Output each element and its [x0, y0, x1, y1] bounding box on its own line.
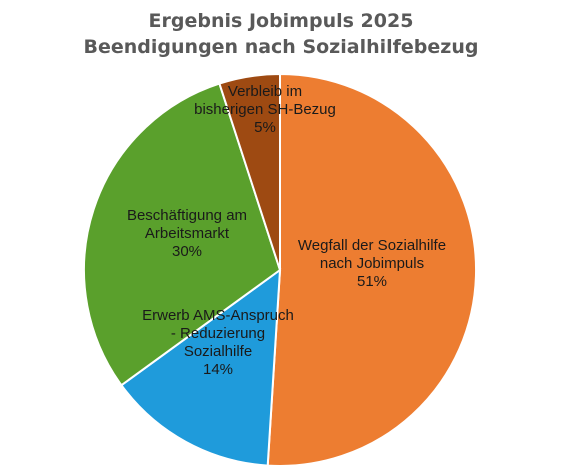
slice-value-label: 30% — [172, 243, 202, 260]
pie-slice-3 — [218, 72, 281, 271]
slice-value-label: 51% — [357, 273, 387, 290]
pie-slice-0 — [266, 72, 477, 467]
slice-label-line: Arbeitsmarkt — [145, 225, 230, 242]
slice-label-2: Beschäftigung am Arbeitsmarkt 30% — [127, 207, 247, 260]
slice-label-line: Wegfall der Sozialhilfe — [298, 237, 446, 254]
slice-value-label: 5% — [254, 119, 276, 136]
slice-label-3: Verbleib im bisherigen SH-Bezug 5% — [194, 83, 336, 136]
slice-label-line: Erwerb AMS-Anspruch — [142, 307, 294, 324]
pie-slice-1 — [120, 267, 282, 467]
slice-label-line: Sozialhilfe — [184, 343, 252, 360]
slice-label-line: bisherigen SH-Bezug — [194, 101, 336, 118]
slice-label-line: Verbleib im — [228, 83, 302, 100]
slice-label-line: Beschäftigung am — [127, 207, 247, 224]
slice-label-1: Erwerb AMS-Anspruch - Reduzierung Sozialhi… — [142, 307, 294, 378]
pie-slice-2 — [83, 82, 282, 387]
slice-label-line: nach Jobimpuls — [320, 255, 424, 272]
chart-title-line: Ergebnis Jobimpuls 2025 — [148, 10, 414, 32]
pie-labels: Wegfall der Sozialhilfe nach Jobimpuls 51%… — [127, 83, 446, 378]
pie-slices — [83, 72, 477, 467]
chart-subtitle-line: Beendigungen nach Sozialhilfebezug — [83, 36, 479, 58]
slice-label-0: Wegfall der Sozialhilfe nach Jobimpuls 51% — [298, 237, 446, 290]
chart-title: Ergebnis Jobimpuls 2025 Beendigungen nac… — [0, 8, 562, 60]
slice-value-label: 14% — [203, 361, 233, 378]
slice-label-line: - Reduzierung — [171, 325, 265, 342]
